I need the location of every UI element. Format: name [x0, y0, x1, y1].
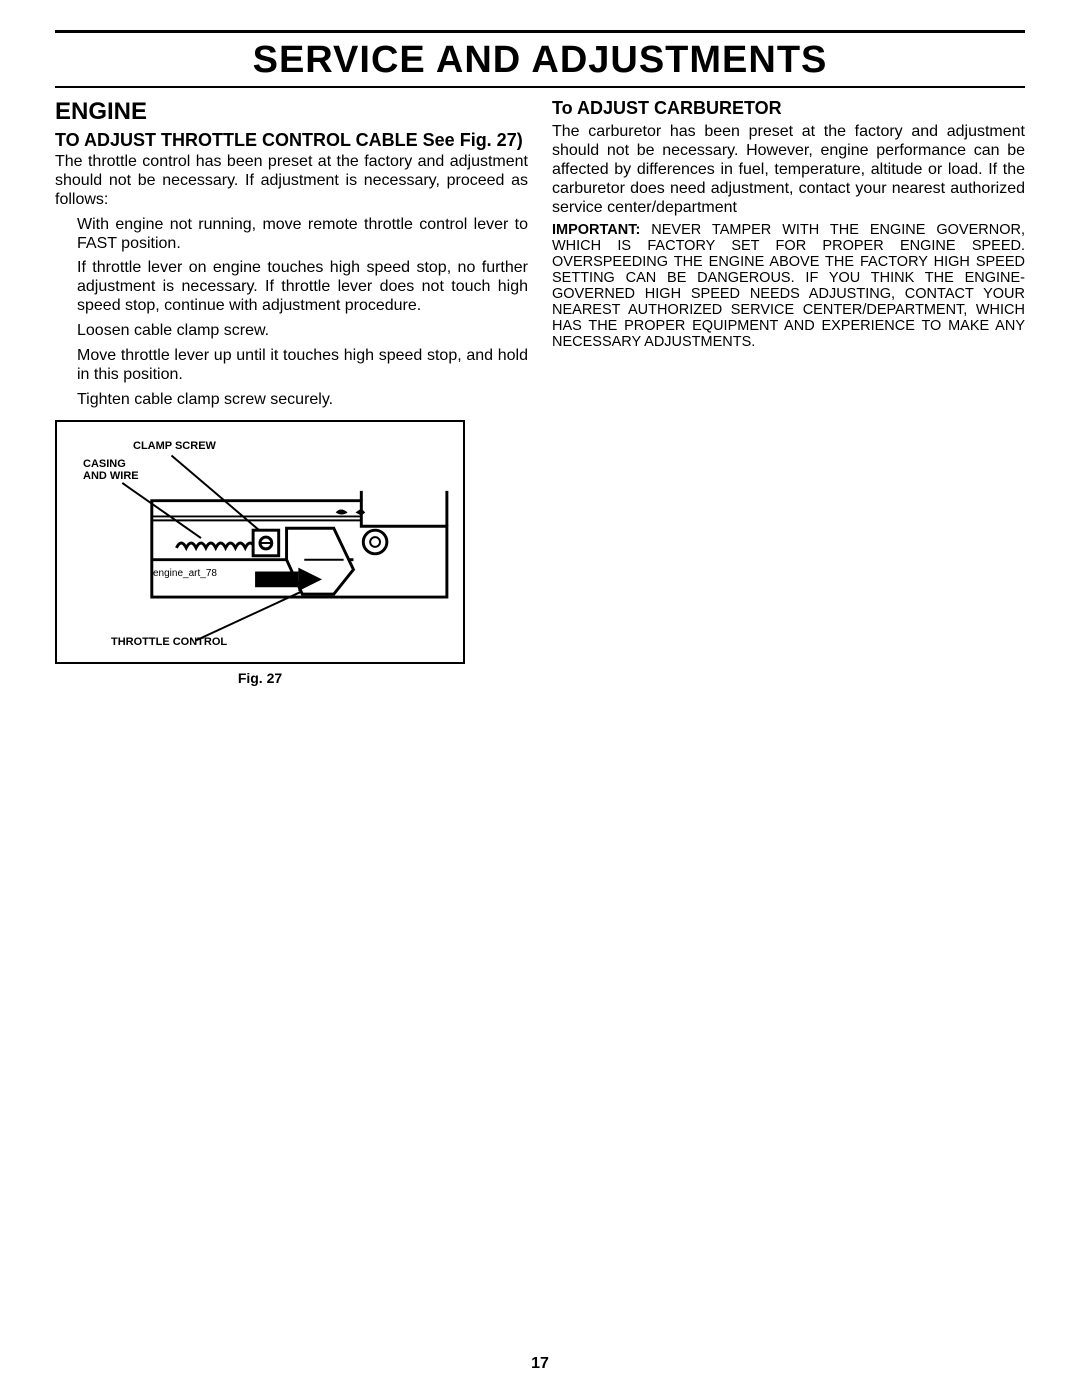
carburetor-body: The carburetor has been preset at the fa… — [552, 123, 1025, 217]
step-5: Tighten cable clamp screw securely. — [77, 391, 528, 410]
sub-rule — [55, 86, 1025, 88]
carburetor-heading: To ADJUST CARBURETOR — [552, 98, 1025, 119]
engine-heading: ENGINE — [55, 98, 528, 126]
column-container: ENGINE TO ADJUST THROTTLE CONTROL CABLE … — [55, 96, 1025, 686]
important-text: NEVER TAMPER WITH THE ENGINE GOVERNOR, W… — [552, 222, 1025, 350]
manual-page: SERVICE AND ADJUSTMENTS ENGINE TO ADJUST… — [0, 0, 1080, 1397]
step-3: Loosen cable clamp screw. — [77, 322, 528, 341]
step-2: If throttle lever on engine touches high… — [77, 259, 528, 316]
step-1: With engine not running, move remote thr… — [77, 216, 528, 254]
page-title: SERVICE AND ADJUSTMENTS — [55, 39, 1025, 82]
figure-caption: Fig. 27 — [55, 670, 465, 686]
important-label: IMPORTANT: — [552, 222, 640, 238]
right-column: To ADJUST CARBURETOR The carburetor has … — [552, 96, 1025, 686]
page-number: 17 — [0, 1355, 1080, 1373]
important-notice: IMPORTANT: NEVER TAMPER WITH THE ENGINE … — [552, 223, 1025, 351]
throttle-intro: The throttle control has been preset at … — [55, 153, 528, 210]
step-4: Move throttle lever up until it touches … — [77, 347, 528, 385]
figure-27-box: CLAMP SCREW CASING AND WIRE THROTTLE CON… — [55, 420, 465, 664]
throttle-heading: TO ADJUST THROTTLE CONTROL CABLE See Fig… — [55, 130, 528, 151]
left-column: ENGINE TO ADJUST THROTTLE CONTROL CABLE … — [55, 96, 528, 686]
throttle-diagram-svg — [57, 422, 463, 662]
top-rule — [55, 30, 1025, 33]
